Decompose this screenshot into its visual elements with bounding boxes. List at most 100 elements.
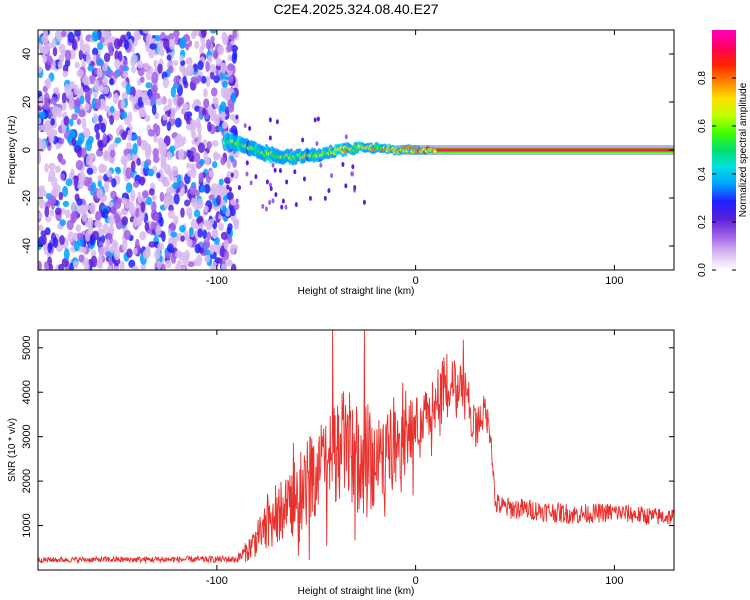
- x-tick-label: -100: [206, 275, 228, 287]
- noise-blob: [113, 38, 121, 50]
- noise-blob: [102, 63, 108, 72]
- noise-blob: [196, 198, 204, 209]
- scatter-blob: [261, 203, 265, 209]
- noise-blob: [168, 38, 176, 51]
- noise-blob: [153, 212, 159, 222]
- noise-blob: [165, 259, 172, 269]
- noise-blob: [85, 53, 92, 65]
- noise-blob: [103, 105, 110, 112]
- noise-blob: [170, 86, 177, 98]
- y-tick-label: 3000: [21, 424, 33, 448]
- noise-blob: [56, 107, 62, 119]
- noise-blob: [98, 140, 104, 152]
- noise-blob: [173, 215, 179, 225]
- noise-blob: [119, 64, 124, 76]
- noise-blob: [44, 162, 49, 173]
- noise-blob: [97, 122, 104, 130]
- noise-blob: [145, 43, 151, 53]
- noise-blob: [170, 253, 177, 264]
- noise-blob: [159, 191, 165, 202]
- noise-blob: [166, 54, 172, 61]
- noise-blob: [202, 229, 208, 240]
- noise-blob: [161, 96, 168, 105]
- noise-blob: [205, 38, 212, 50]
- noise-blob: [187, 261, 195, 268]
- noise-blob: [193, 98, 201, 106]
- scatter-blob: [281, 198, 285, 204]
- scatter-blob: [243, 123, 247, 129]
- noise-blob: [152, 148, 159, 158]
- scatter-blob: [265, 179, 269, 185]
- noise-blob: [90, 249, 97, 258]
- noise-blob: [90, 255, 98, 268]
- noise-blob: [46, 126, 53, 138]
- noise-blob: [210, 35, 215, 43]
- spectrogram-panel: -100 0 100 -40 -20 0 20 40 Height of straight l…: [7, 29, 675, 297]
- noise-blob: [223, 239, 229, 250]
- noise-blob: [110, 190, 117, 200]
- noise-blob: [67, 31, 75, 44]
- noise-blob: [177, 138, 185, 148]
- noise-blob: [185, 65, 191, 77]
- steady-peak: [395, 149, 674, 151]
- scatter-blob: [327, 188, 331, 194]
- noise-blob: [102, 223, 109, 235]
- noise-blob: [85, 154, 94, 166]
- noise-blob: [57, 60, 63, 70]
- noise-blob: [162, 114, 168, 121]
- noise-blob: [165, 187, 172, 199]
- noise-blob: [211, 139, 219, 147]
- noise-blob: [71, 137, 77, 147]
- scatter-blob: [294, 202, 298, 208]
- noise-blob: [83, 127, 91, 139]
- scatter-blob: [230, 172, 234, 178]
- noise-blob: [96, 67, 103, 78]
- noise-blob: [133, 180, 140, 188]
- scatter-blob: [271, 198, 275, 204]
- x-tick-label: -100: [206, 575, 228, 587]
- noise-blob: [83, 43, 91, 56]
- noise-blob: [71, 113, 78, 121]
- noise-blob: [68, 262, 74, 270]
- noise-blob: [220, 109, 226, 122]
- noise-blob: [38, 139, 44, 150]
- noise-blob: [38, 117, 42, 125]
- scatter-blob: [245, 171, 249, 177]
- noise-blob: [102, 77, 109, 86]
- noise-blob: [99, 98, 106, 109]
- noise-blob: [126, 142, 133, 150]
- noise-blob: [196, 122, 202, 135]
- noise-blob: [233, 203, 240, 210]
- noise-blob: [213, 113, 221, 126]
- noise-blob: [70, 201, 76, 212]
- snr-xlabel: Height of straight line (km): [298, 586, 415, 597]
- noise-blob: [203, 183, 211, 194]
- noise-blob: [38, 185, 46, 193]
- noise-blob: [46, 55, 53, 66]
- noise-blob: [223, 250, 230, 261]
- noise-blob: [65, 178, 73, 187]
- noise-blob: [226, 158, 232, 170]
- noise-blob: [49, 195, 57, 206]
- noise-blob: [133, 30, 141, 39]
- noise-blob: [191, 131, 197, 140]
- noise-blob: [169, 222, 177, 232]
- noise-blob: [109, 105, 115, 114]
- noise-blob: [226, 43, 233, 53]
- noise-blob: [106, 169, 113, 178]
- noise-blob: [48, 263, 54, 270]
- noise-blob: [137, 191, 142, 204]
- noise-blob: [155, 224, 162, 236]
- snr-series-line: [38, 330, 674, 565]
- noise-blob: [120, 98, 126, 110]
- noise-blob: [139, 231, 147, 241]
- noise-blob: [212, 229, 218, 239]
- noise-blob: [38, 105, 43, 112]
- scatter-blob: [351, 164, 355, 170]
- noise-blob: [86, 217, 94, 229]
- trace-core: [432, 149, 437, 154]
- noise-blob: [202, 108, 207, 116]
- noise-blob: [91, 30, 99, 42]
- noise-blob: [197, 142, 205, 154]
- noise-blob: [173, 193, 180, 205]
